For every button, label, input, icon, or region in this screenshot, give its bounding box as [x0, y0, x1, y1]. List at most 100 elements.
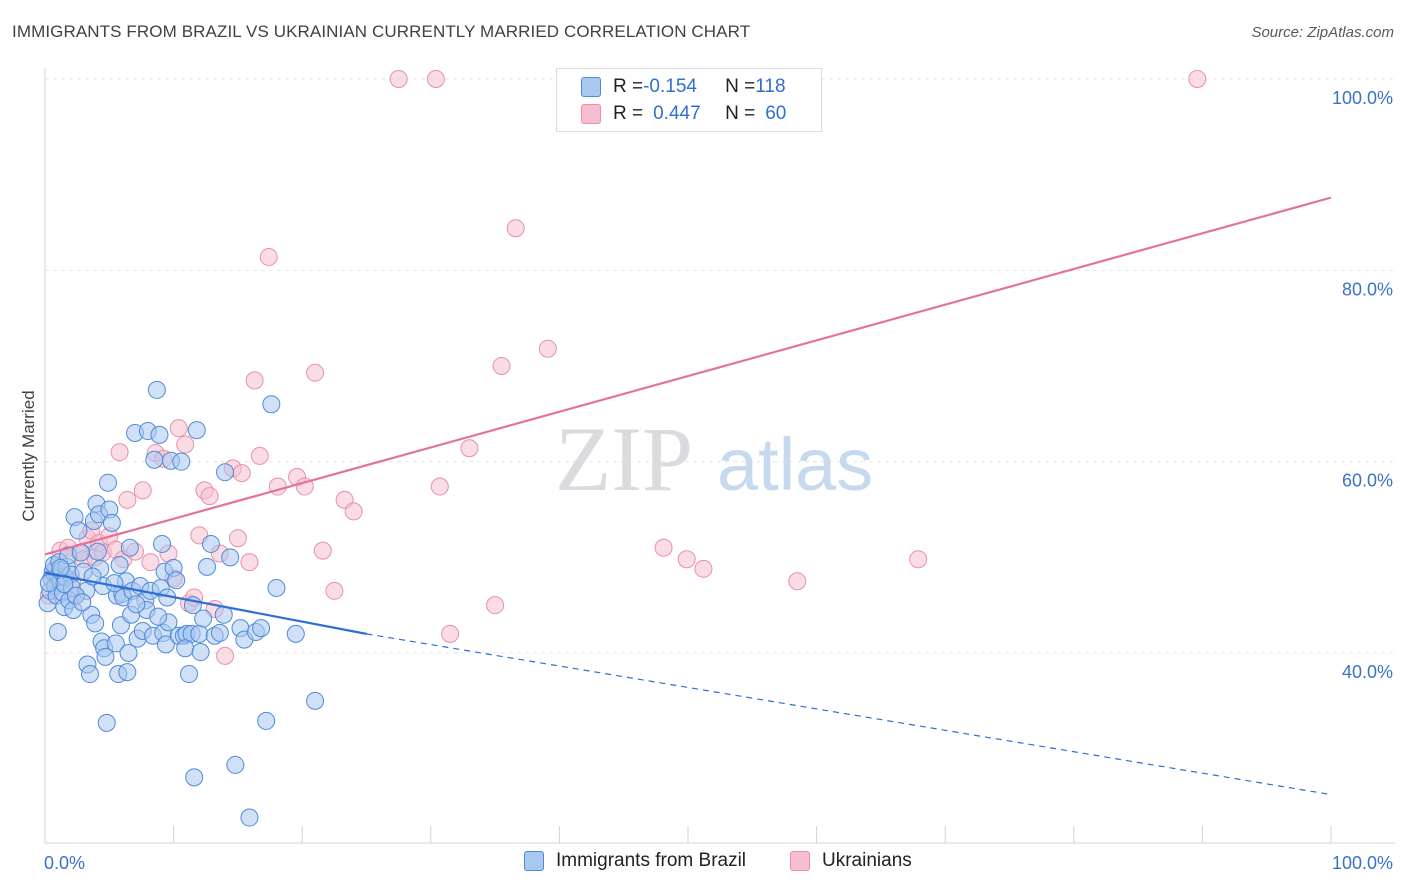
ukrainians-point [694, 559, 713, 578]
ukrainians-point [250, 446, 269, 465]
ukrainians-point [133, 481, 152, 500]
ukrainians-point [677, 550, 696, 569]
brazil-point [252, 619, 271, 638]
ukrainians-point [788, 572, 807, 591]
brazil-point [172, 452, 191, 471]
ukrainians-point [492, 357, 511, 375]
ukrainians-point [538, 339, 557, 358]
ukrainians-point [506, 219, 525, 238]
ukrainians-point [1188, 70, 1207, 88]
brazil-point [194, 609, 213, 628]
brazil-point [190, 624, 209, 643]
ukrainians-point [176, 435, 195, 454]
legend-label: Immigrants from Brazil [556, 850, 747, 871]
watermark: ZIP atlas [555, 408, 873, 510]
correlation-legend: R = -0.154 N = 118 R = 0.447 N = 60 [556, 68, 822, 132]
trend-lines [44, 196, 1332, 796]
watermark-zip: ZIP [555, 408, 693, 510]
ukrainians-point [141, 553, 160, 572]
ukrainians-point [460, 439, 479, 458]
n-label: N = [725, 103, 756, 124]
ukrainians-point [430, 477, 449, 496]
brazil-point [147, 380, 166, 399]
r-label: R = [613, 103, 644, 124]
ukrainians-point [441, 624, 460, 643]
ukrainians-point [654, 538, 673, 557]
y-axis-title: Currently Married [19, 390, 38, 521]
ukrainians-trend-line [44, 196, 1332, 556]
ukrainians-point [486, 596, 505, 615]
brazil-swatch [581, 77, 601, 97]
brazil-point [180, 665, 199, 684]
legend-item-ukrainians[interactable]: Ukrainians [790, 850, 912, 872]
source-credit: Source: ZipAtlas.com [1251, 24, 1394, 41]
brazil-point [262, 395, 281, 414]
brazil-point [156, 635, 175, 654]
watermark-atlas: atlas [717, 423, 873, 506]
legend-item-brazil[interactable]: Immigrants from Brazil [524, 850, 746, 872]
brazil-point [110, 555, 129, 574]
legend-row-brazil: R = -0.154 N = 118 [581, 75, 786, 99]
ukrainians-point [245, 371, 264, 390]
brazil-point [149, 607, 168, 626]
brazil-point [167, 571, 186, 590]
x-tick-label: 0.0% [44, 853, 85, 873]
brazil-point [198, 557, 217, 576]
brazil-point [306, 691, 325, 710]
brazil-point [185, 768, 204, 787]
n-value: 118 [755, 76, 786, 97]
ukrainians-point [169, 419, 188, 438]
ukrainians-point [259, 247, 278, 266]
chart-title: IMMIGRANTS FROM BRAZIL VS UKRAINIAN CURR… [12, 22, 751, 41]
brazil-point [106, 634, 125, 653]
series-ukrainians-points [39, 70, 1207, 665]
brazil-point [73, 593, 92, 612]
brazil-point [39, 574, 58, 593]
r-value: 0.447 [653, 103, 701, 124]
ukrainians-point [325, 581, 344, 600]
brazil-point [88, 542, 107, 561]
brazil-trend-line [44, 571, 367, 635]
ukrainians-point [232, 464, 251, 483]
y-tick-label: 80.0% [1342, 279, 1393, 299]
ukrainians-point [909, 550, 928, 569]
brazil-point [226, 755, 245, 774]
brazil-point [120, 538, 139, 557]
brazil-point [240, 808, 259, 827]
brazil-point [267, 578, 286, 597]
brazil-point [97, 713, 116, 732]
series-legend: Immigrants from Brazil Ukrainians [0, 850, 1406, 878]
brazil-point [86, 614, 105, 633]
ukrainians-point [228, 529, 247, 548]
ukrainians-point [313, 541, 332, 560]
brazil-point [127, 595, 146, 614]
brazil-point [153, 534, 172, 553]
brazil-point [145, 450, 164, 469]
ukrainians-point [426, 70, 445, 88]
brazil-trend-extension [366, 633, 1332, 796]
ukrainians-point [240, 553, 259, 572]
ukrainians-point [389, 70, 408, 88]
brazil-point [191, 643, 210, 662]
ukrainians-point [306, 363, 325, 382]
r-value: -0.154 [643, 76, 697, 97]
brazil-point [176, 639, 195, 658]
legend-row-ukrainians: R = 0.447 N = 60 [581, 102, 786, 126]
ukrainians-point [118, 490, 137, 509]
brazil-point [48, 622, 67, 641]
brazil-point [96, 647, 115, 666]
legend-label: Ukrainians [822, 850, 912, 871]
brazil-point [99, 473, 118, 492]
brazil-point [201, 534, 220, 553]
axes [44, 68, 1395, 844]
n-value: 60 [765, 103, 787, 124]
y-tick-label: 60.0% [1342, 471, 1393, 491]
ukrainians-point [344, 502, 363, 521]
brazil-point [69, 521, 88, 540]
ukrainians-swatch [790, 851, 810, 871]
brazil-point [119, 644, 138, 662]
brazil-point [216, 463, 235, 482]
brazil-point [105, 574, 124, 593]
ukrainians-point [200, 487, 219, 506]
